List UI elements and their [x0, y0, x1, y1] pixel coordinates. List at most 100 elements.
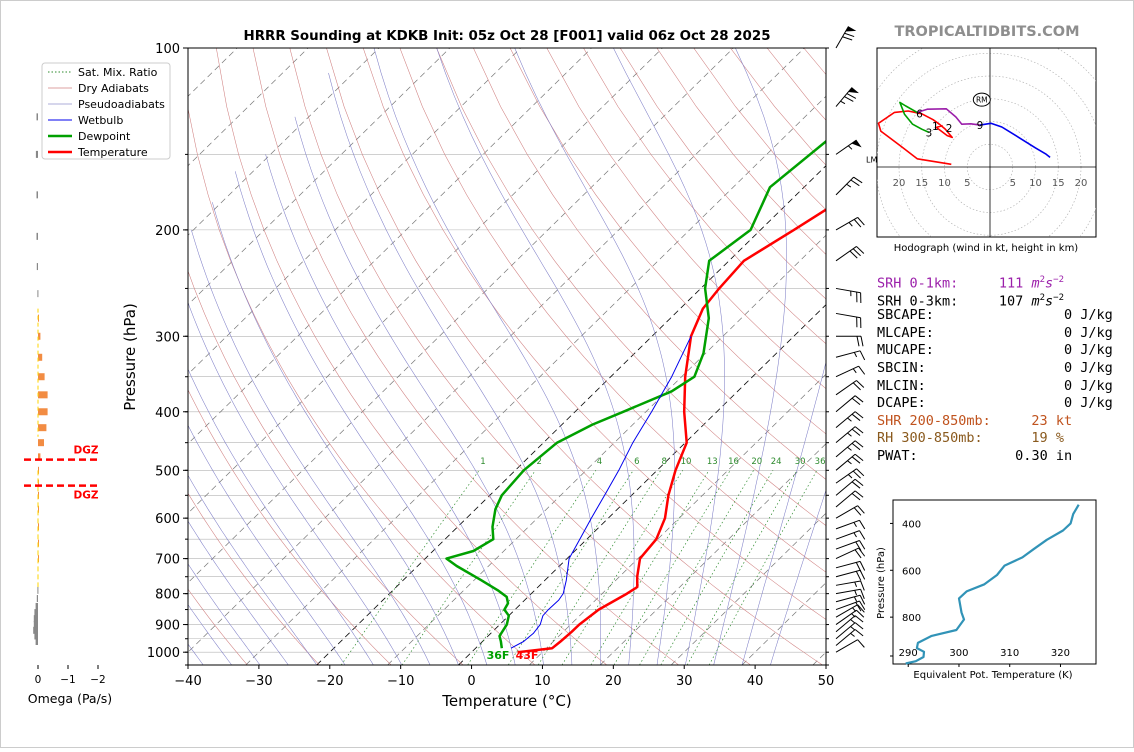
omega-bar [37, 263, 38, 270]
index-row: MLCIN: 0 J/kg [877, 378, 1113, 396]
mixing-ratio-label: 10 [681, 457, 692, 467]
hodograph-tick-label: 5 [964, 178, 970, 189]
omega-bar [36, 603, 38, 610]
legend-entry: Temperature [77, 146, 148, 159]
y-axis-label: Pressure (hPa) [121, 303, 139, 411]
index-row: PWAT: 0.30 in [877, 448, 1113, 466]
index-row: SBCAPE: 0 J/kg [877, 307, 1113, 325]
chart-title: HRRR Sounding at KDKB Init: 05z Oct 28 [… [243, 29, 770, 44]
index-value: 0 [983, 342, 1072, 358]
x-tick-label: −30 [245, 674, 272, 689]
y-tick-label: 200 [155, 224, 180, 239]
mixing-ratio-label: 20 [751, 457, 762, 467]
legend-entry: Pseudoadiabats [78, 98, 165, 111]
index-unit: kt [1048, 413, 1072, 429]
surface-temperature-label: 43F [516, 649, 539, 662]
index-value: 0 [983, 378, 1072, 394]
omega-bar [38, 439, 44, 446]
hodograph-tick-label: 15 [915, 178, 928, 189]
x-tick-label: −20 [316, 674, 343, 689]
omega-bar [38, 408, 48, 415]
index-value: 0 [983, 395, 1072, 411]
x-tick-label: 30 [676, 674, 693, 689]
mixing-ratio-label: 6 [634, 457, 639, 467]
y-tick-label: 700 [155, 553, 180, 568]
index-row: SHR 200-850mb: 23 kt [877, 413, 1113, 431]
hodograph-height-label: 2 [946, 123, 953, 135]
omega-bar [37, 191, 39, 198]
legend-entry: Dry Adiabats [78, 82, 149, 95]
index-unit: J/kg [1072, 395, 1113, 411]
site-brand: TROPICALTIDBITS.COM [894, 24, 1079, 40]
index-label: SBCAPE: [877, 307, 983, 323]
mixing-ratio-label: 30 [795, 457, 806, 467]
index-value: 0.30 [983, 448, 1048, 464]
omega-bar [38, 391, 48, 398]
index-row: MLCAPE: 0 J/kg [877, 325, 1113, 343]
omega-bar [38, 354, 42, 361]
index-value: 0 [983, 360, 1072, 376]
omega-bar [38, 373, 45, 380]
index-value: 23 [999, 413, 1048, 429]
theta-e-y-tick-label: 600 [902, 566, 921, 577]
hodograph-height-label: 3 [926, 127, 933, 139]
theta-e-xlabel: Equivalent Pot. Temperature (K) [913, 670, 1072, 681]
hodograph-tick-label: 15 [1052, 178, 1065, 189]
hodograph-height-label: 9 [977, 120, 984, 132]
mixing-ratio-label: 4 [597, 457, 602, 467]
theta-e-x-tick-label: 290 [899, 648, 918, 659]
index-label: MUCAPE: [877, 342, 983, 358]
index-label: SBCIN: [877, 360, 983, 376]
omega-bar [37, 587, 38, 594]
index-unit: J/kg [1072, 378, 1113, 394]
theta-e-x-tick-label: 300 [949, 648, 968, 659]
index-unit: % [1048, 430, 1064, 446]
index-row: SRH 0-1km: 111 m2s−2 [877, 272, 1113, 290]
x-tick-label: 20 [605, 674, 622, 689]
index-unit: J/kg [1072, 325, 1113, 341]
hodograph-tick-label: 20 [1075, 178, 1088, 189]
theta-e-x-tick-label: 320 [1051, 648, 1070, 659]
hodograph-label: Hodograph (wind in kt, height in km) [894, 243, 1079, 254]
index-row: RH 300-850mb: 19 % [877, 430, 1113, 448]
y-tick-label: 400 [155, 406, 180, 421]
mixing-ratio-label: 2 [537, 457, 542, 467]
index-label: MLCAPE: [877, 325, 983, 341]
hodograph-height-label: 6 [916, 108, 923, 120]
omega-axis-label: Omega (Pa/s) [28, 691, 112, 706]
omega-bar [37, 233, 39, 240]
y-tick-label: 600 [155, 512, 180, 527]
omega-bar [37, 595, 38, 602]
legend-entry: Wetbulb [78, 114, 123, 127]
mixing-ratio-label: 16 [728, 457, 739, 467]
index-unit-exp: −2 [1053, 293, 1064, 303]
mixing-ratio-label: 1 [480, 457, 485, 467]
legend: Sat. Mix. Ratio Dry Adiabats Pseudoadiabat… [42, 63, 170, 159]
index-row: DCAPE: 0 J/kg [877, 395, 1113, 413]
theta-e-y-tick-label: 400 [902, 519, 921, 530]
theta-e-y-tick-label: 800 [902, 613, 921, 624]
omega-bar [37, 113, 39, 120]
legend-entry: Sat. Mix. Ratio [78, 66, 158, 79]
omega-bar [34, 609, 38, 616]
surface-dewpoint-label: 36F [487, 649, 510, 662]
y-tick-label: 900 [155, 619, 180, 634]
mixing-ratio-label: 24 [771, 457, 782, 467]
omega-tick-label: −1 [60, 674, 75, 686]
index-label: PWAT: [877, 448, 983, 464]
index-value: 19 [999, 430, 1048, 446]
hodograph-tick-label: 10 [1029, 178, 1042, 189]
x-tick-label: −10 [387, 674, 414, 689]
hodograph-tick-label: 20 [893, 178, 906, 189]
hodograph-tick-label: 5 [1010, 178, 1016, 189]
x-tick-label: −40 [174, 674, 201, 689]
omega-bar [36, 151, 38, 158]
index-unit: in [1048, 448, 1072, 464]
index-label: RH 300-850mb: [877, 430, 999, 446]
storm-motion-label: RM [976, 96, 988, 105]
lm-label: LM [866, 156, 877, 165]
index-row: SBCIN: 0 J/kg [877, 360, 1113, 378]
x-tick-label: 0 [467, 674, 475, 689]
